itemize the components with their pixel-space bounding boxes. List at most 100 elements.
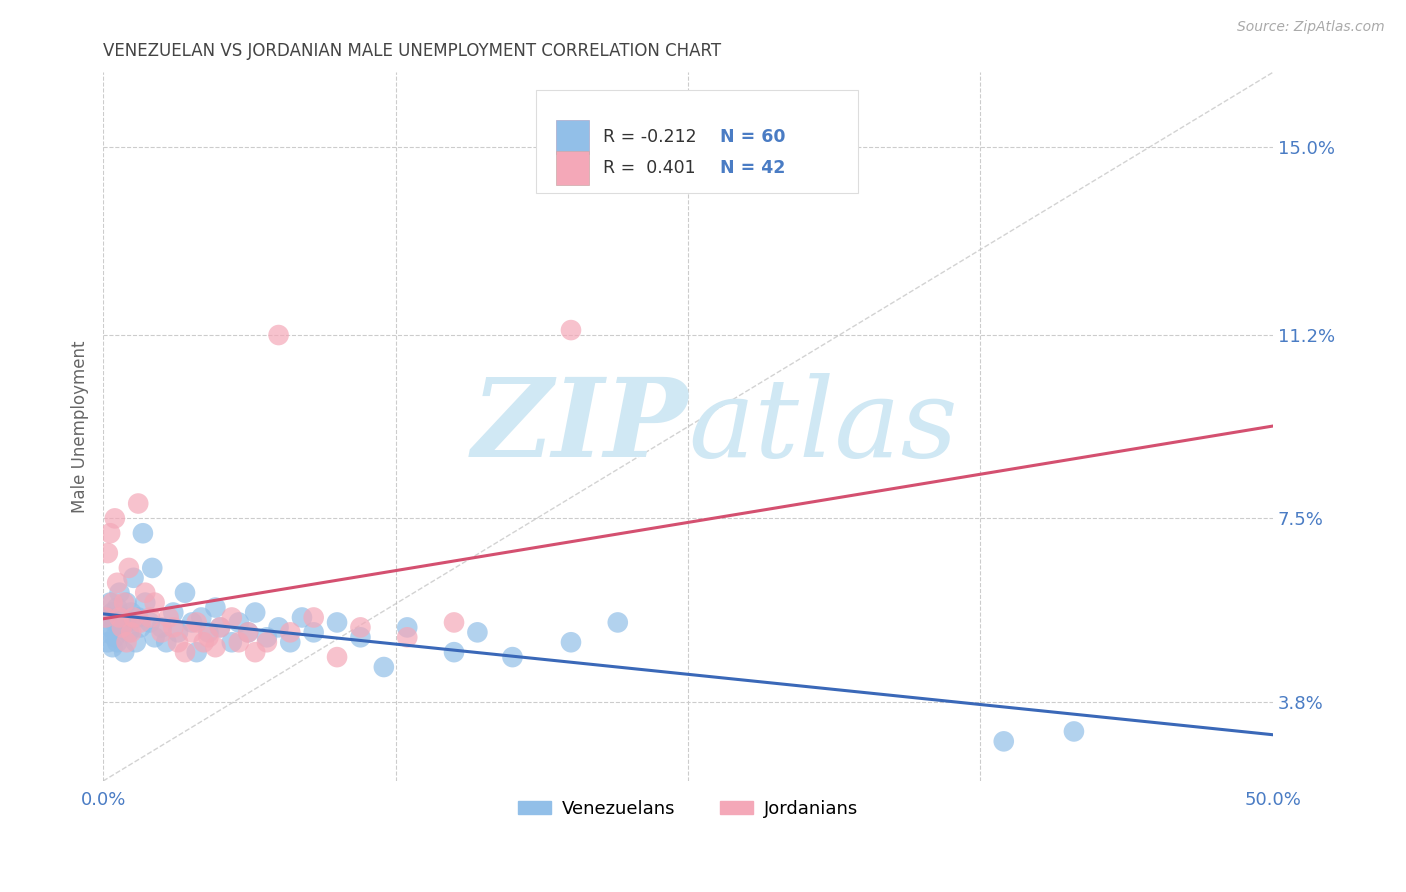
Point: [129, 620, 152, 634]
Point: [186, 615, 208, 630]
Point: [101, 606, 124, 620]
Point: [139, 610, 162, 624]
Point: [560, 635, 582, 649]
Point: [134, 596, 156, 610]
Point: [267, 328, 290, 343]
Point: [181, 625, 204, 640]
Point: [112, 645, 135, 659]
Point: [127, 610, 149, 624]
Point: [291, 610, 314, 624]
Point: [443, 645, 465, 659]
Point: [993, 734, 1015, 748]
Text: atlas: atlas: [688, 373, 957, 481]
Point: [349, 620, 371, 634]
Point: [98, 620, 121, 634]
Point: [132, 526, 155, 541]
Point: [467, 625, 489, 640]
Point: [167, 625, 190, 640]
Point: [326, 615, 349, 630]
Point: [108, 625, 131, 640]
FancyBboxPatch shape: [555, 152, 589, 186]
Point: [118, 625, 141, 640]
Point: [209, 620, 232, 634]
Point: [204, 600, 226, 615]
Point: [120, 606, 142, 620]
Point: [193, 635, 215, 649]
Y-axis label: Male Unemployment: Male Unemployment: [72, 341, 89, 513]
Point: [221, 610, 243, 624]
Point: [98, 526, 121, 541]
Point: [101, 640, 124, 655]
Point: [143, 630, 166, 644]
Point: [127, 496, 149, 510]
Point: [122, 610, 145, 624]
Point: [115, 615, 138, 630]
Point: [243, 645, 266, 659]
Point: [181, 615, 204, 630]
Point: [150, 625, 173, 640]
Text: N = 60: N = 60: [720, 128, 785, 145]
Point: [267, 620, 290, 634]
Text: R =  0.401: R = 0.401: [603, 160, 695, 178]
Point: [302, 625, 325, 640]
Point: [115, 596, 138, 610]
Point: [125, 635, 148, 649]
Point: [396, 620, 419, 634]
Point: [1063, 724, 1085, 739]
Point: [209, 620, 232, 634]
Point: [197, 630, 219, 644]
FancyBboxPatch shape: [536, 90, 858, 193]
Point: [105, 575, 128, 590]
Point: [104, 615, 127, 630]
Point: [256, 635, 278, 649]
Point: [162, 606, 184, 620]
Point: [108, 585, 131, 599]
Point: [115, 635, 138, 649]
Point: [221, 635, 243, 649]
Point: [112, 596, 135, 610]
Point: [105, 600, 128, 615]
Point: [228, 615, 250, 630]
Point: [502, 650, 524, 665]
Point: [326, 650, 349, 665]
Point: [143, 596, 166, 610]
Point: [174, 585, 197, 599]
Point: [94, 610, 117, 624]
Point: [122, 571, 145, 585]
Text: Source: ZipAtlas.com: Source: ZipAtlas.com: [1237, 20, 1385, 34]
FancyBboxPatch shape: [555, 120, 589, 153]
Point: [560, 323, 582, 337]
Point: [157, 610, 180, 624]
Point: [197, 625, 219, 640]
Point: [606, 615, 628, 630]
Point: [94, 625, 117, 640]
Point: [302, 610, 325, 624]
Point: [278, 625, 301, 640]
Point: [190, 610, 212, 624]
Point: [373, 660, 395, 674]
Point: [129, 615, 152, 630]
Point: [104, 630, 127, 644]
Point: [238, 625, 260, 640]
Point: [396, 630, 419, 644]
Point: [155, 635, 177, 649]
Point: [101, 596, 124, 610]
Text: VENEZUELAN VS JORDANIAN MALE UNEMPLOYMENT CORRELATION CHART: VENEZUELAN VS JORDANIAN MALE UNEMPLOYMEN…: [103, 42, 721, 60]
Point: [97, 635, 120, 649]
Point: [111, 610, 134, 624]
Point: [111, 620, 134, 634]
Text: N = 42: N = 42: [720, 160, 785, 178]
Point: [204, 640, 226, 655]
Point: [167, 635, 190, 649]
Point: [134, 585, 156, 599]
Point: [98, 596, 121, 610]
Point: [120, 625, 142, 640]
Point: [238, 625, 260, 640]
Point: [118, 561, 141, 575]
Point: [150, 620, 173, 634]
Text: ZIP: ZIP: [471, 373, 688, 481]
Point: [104, 511, 127, 525]
Point: [278, 635, 301, 649]
Legend: Venezuelans, Jordanians: Venezuelans, Jordanians: [510, 793, 865, 825]
Point: [162, 620, 184, 634]
